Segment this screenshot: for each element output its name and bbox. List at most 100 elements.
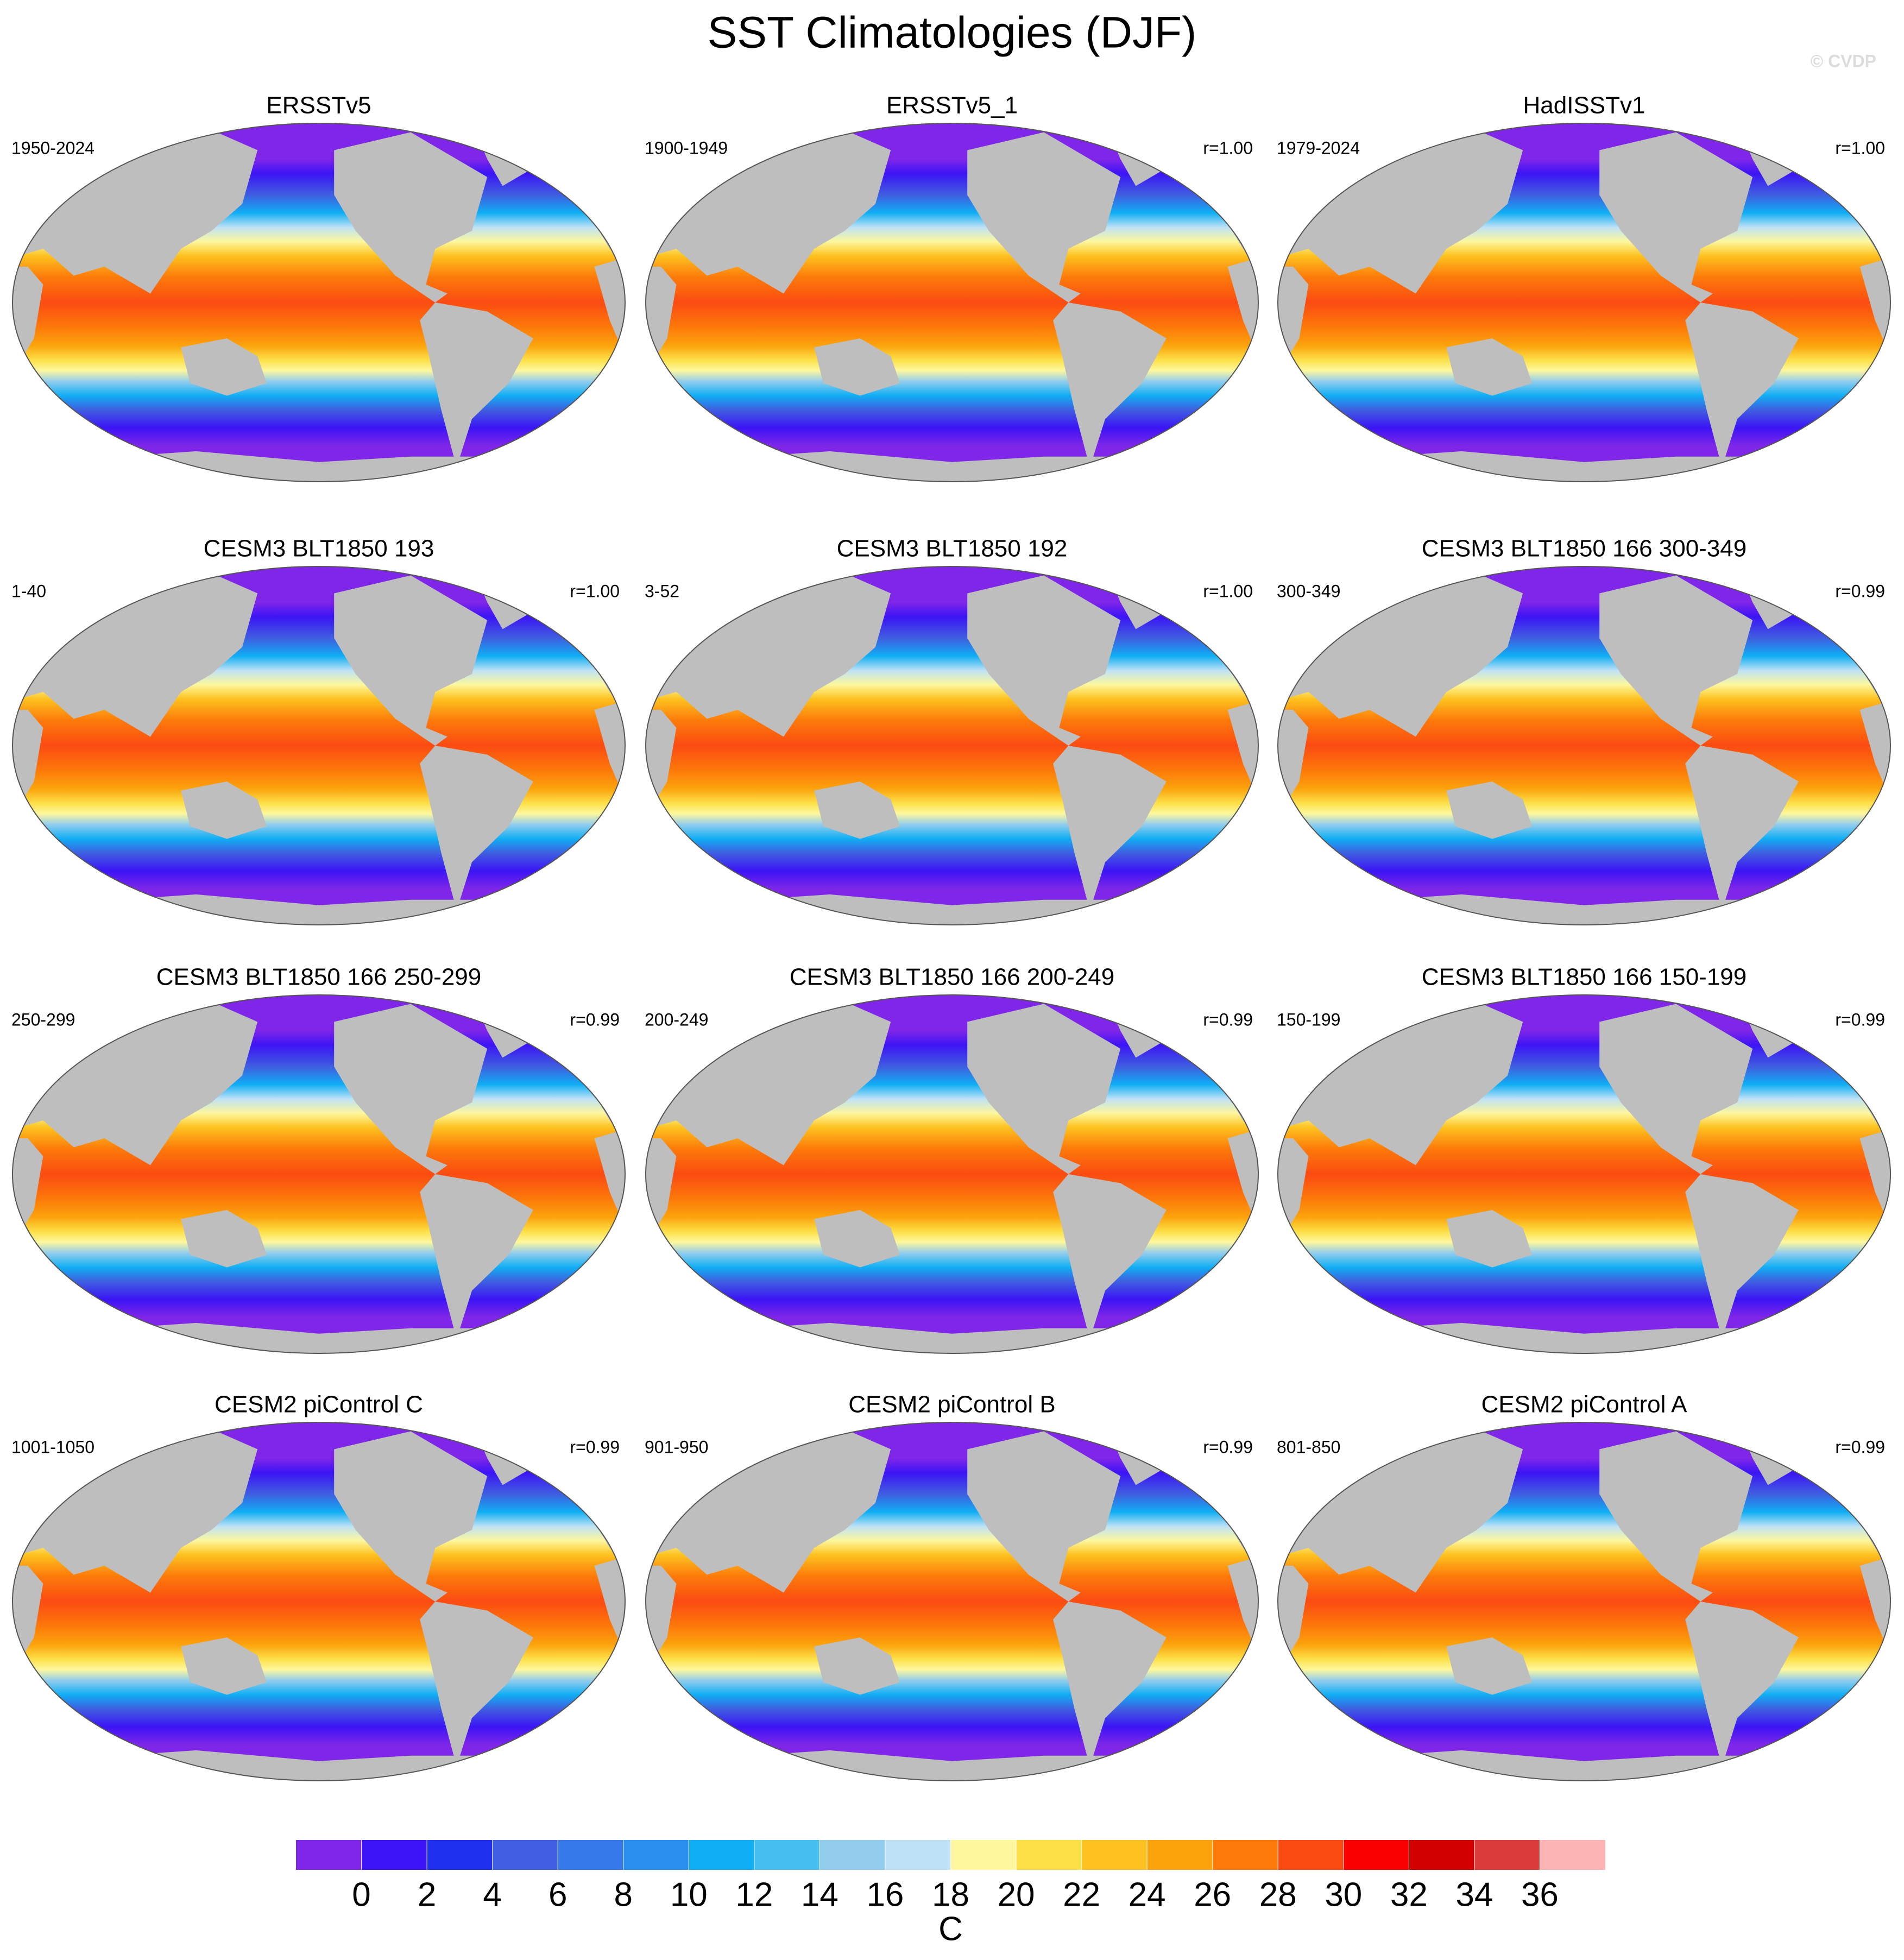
map-clip (646, 123, 1258, 482)
land (1227, 1556, 1258, 1655)
land (1227, 701, 1258, 799)
land (181, 1210, 267, 1268)
land (1446, 1210, 1533, 1268)
land (594, 1129, 625, 1228)
map-clip (646, 566, 1258, 925)
panel-title: CESM2 piControl B (848, 1391, 1055, 1418)
map-body (12, 566, 625, 925)
panel-period: 1950-2024 (11, 138, 94, 157)
land (181, 338, 267, 396)
map-outline (645, 994, 1259, 1354)
map-outline (12, 566, 626, 925)
map-body (12, 123, 625, 482)
land (1685, 746, 1799, 911)
panel-correlation: r=1.00 (1203, 581, 1253, 601)
map-body (12, 995, 625, 1353)
map-body (646, 1422, 1258, 1781)
map-panel: CESM2 piControl B 901-950 r=0.99 (645, 1391, 1259, 1781)
colorbar-box (1409, 1840, 1474, 1870)
map-panel: ERSSTv5_1 1900-1949 r=1.00 (645, 92, 1259, 482)
land (334, 1431, 488, 1602)
colorbar-tick-label: 18 (932, 1876, 969, 1913)
panel-period: 1-40 (11, 581, 46, 601)
land (420, 1602, 533, 1767)
land (1599, 575, 1753, 746)
panel-period: 300-349 (1277, 581, 1340, 601)
land (967, 575, 1121, 746)
land (967, 132, 1121, 302)
land (334, 575, 488, 746)
map-body (646, 566, 1258, 925)
panel-correlation: r=0.99 (1835, 1010, 1885, 1029)
map-panel: CESM3 BLT1850 192 3-52 r=1.00 (645, 535, 1259, 925)
map-clip (1278, 995, 1890, 1353)
colorbar-tick-label: 22 (1063, 1876, 1100, 1913)
map-clip (646, 995, 1258, 1353)
panel-correlation: r=0.99 (1203, 1437, 1253, 1457)
colorbar-tick-label: 24 (1128, 1876, 1166, 1913)
panel-title: ERSSTv5_1 (886, 92, 1018, 119)
panel-title: CESM2 piControl A (1481, 1391, 1687, 1418)
map-clip (12, 123, 625, 482)
land (1053, 746, 1167, 911)
map-outline (645, 123, 1259, 482)
land (1053, 1174, 1167, 1339)
colorbar-box (1212, 1840, 1278, 1870)
land (967, 1431, 1121, 1602)
land (1859, 1129, 1890, 1228)
map-panel: HadISSTv1 1979-2024 r=1.00 (1277, 92, 1891, 482)
colorbar-tick-label: 28 (1259, 1876, 1297, 1913)
colorbar-tick-label: 16 (866, 1876, 904, 1913)
land (1599, 1004, 1753, 1174)
colorbar-box (754, 1840, 820, 1870)
land (1599, 1431, 1753, 1602)
colorbar-box (1278, 1840, 1344, 1870)
land (594, 257, 625, 356)
land (1227, 257, 1258, 356)
colorbar-box (492, 1840, 558, 1870)
land (1446, 782, 1533, 839)
land (1685, 1174, 1799, 1339)
watermark: © CVDP (1811, 51, 1876, 71)
colorbar-box (1540, 1840, 1605, 1870)
land (1053, 302, 1167, 468)
land (814, 1210, 900, 1268)
land (1859, 257, 1890, 356)
map-outline (1277, 1422, 1891, 1781)
land (967, 1004, 1121, 1174)
colorbar-box (689, 1840, 754, 1870)
map-outline (12, 123, 626, 482)
land (1053, 1602, 1167, 1767)
colorbar-tick-label: 32 (1390, 1876, 1428, 1913)
map-clip (1278, 1422, 1890, 1781)
land (594, 1556, 625, 1655)
colorbar-tick-label: 0 (352, 1876, 370, 1913)
panel-title: CESM3 BLT1850 166 150-199 (1422, 964, 1747, 991)
panel-correlation: r=0.99 (1835, 1437, 1885, 1457)
map-outline (645, 1422, 1259, 1781)
map-clip (12, 566, 625, 925)
map-outline (12, 994, 626, 1354)
map-body (12, 1422, 625, 1781)
map-panel: CESM2 piControl A 801-850 r=0.99 (1277, 1391, 1891, 1781)
panel-period: 901-950 (645, 1437, 708, 1457)
colorbar-box (1343, 1840, 1409, 1870)
map-body (1278, 123, 1890, 482)
map-body (1278, 995, 1890, 1353)
land (1859, 1556, 1890, 1655)
map-clip (646, 1422, 1258, 1781)
panel-correlation: r=1.00 (570, 581, 620, 601)
land (1446, 1637, 1533, 1695)
map-body (1278, 1422, 1890, 1781)
map-panel: CESM3 BLT1850 166 300-349 300-349 r=0.99 (1277, 535, 1891, 925)
land (1685, 1602, 1799, 1767)
map-clip (12, 995, 625, 1353)
colorbar-tick-label: 14 (801, 1876, 838, 1913)
colorbar-box (1016, 1840, 1082, 1870)
map-panel: CESM3 BLT1850 193 1-40 r=1.00 (11, 535, 626, 925)
colorbar-box (1474, 1840, 1540, 1870)
map-outline (1277, 566, 1891, 925)
land (420, 302, 533, 468)
figure-title: SST Climatologies (DJF) (708, 8, 1197, 58)
map-body (646, 995, 1258, 1353)
